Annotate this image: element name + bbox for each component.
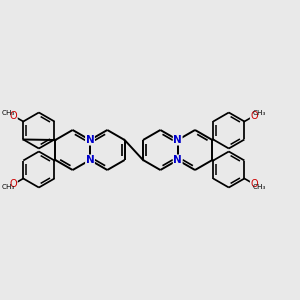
Text: O: O — [10, 179, 17, 189]
Text: CH₃: CH₃ — [253, 110, 266, 116]
Text: O: O — [10, 111, 17, 121]
Text: O: O — [250, 179, 258, 189]
Text: CH₃: CH₃ — [2, 110, 15, 116]
Text: CH₃: CH₃ — [253, 184, 266, 190]
Text: N: N — [173, 135, 182, 145]
Text: N: N — [85, 135, 94, 145]
Text: CH₃: CH₃ — [2, 184, 15, 190]
Text: N: N — [173, 155, 182, 165]
Text: N: N — [85, 155, 94, 165]
Text: O: O — [250, 111, 258, 121]
